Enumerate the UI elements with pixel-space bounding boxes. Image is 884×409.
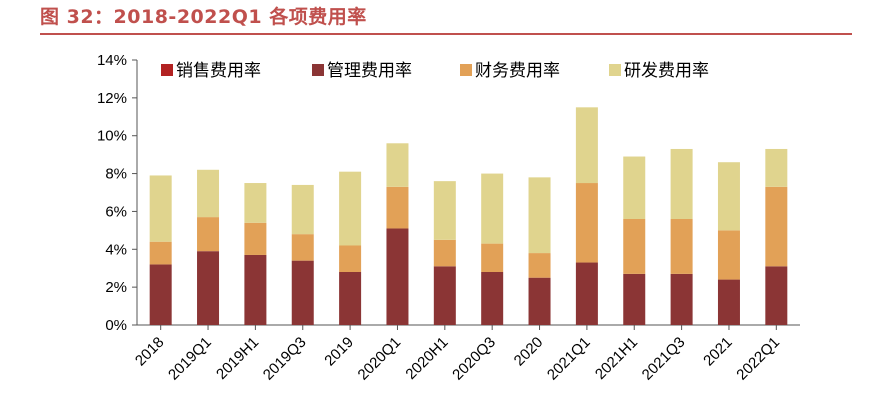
bar-segment-2021H1-series-1 [623, 273, 646, 325]
y-tick-label: 2% [105, 279, 127, 296]
legend-swatch-3 [609, 64, 621, 76]
bar-segment-2021Q3-series-2 [670, 219, 693, 274]
legend-label-0: 销售费用率 [176, 61, 261, 81]
y-tick-label: 12% [97, 90, 127, 107]
x-tick-label: 2020 [511, 334, 547, 370]
bar-segment-2020Q3-series-2 [481, 243, 504, 272]
bar-segment-2018-series-3 [149, 175, 172, 242]
bar-segment-2022Q1-series-1 [765, 266, 788, 325]
legend-label-1: 管理费用率 [327, 61, 412, 81]
bar-segment-2022Q1-series-2 [765, 186, 788, 267]
x-tick-label: 2018 [132, 334, 168, 370]
bar-segment-2020H1-series-2 [433, 239, 456, 267]
bar-segment-2020H1-series-3 [433, 181, 456, 240]
bar-segment-2020Q3-series-1 [481, 272, 504, 325]
bar-segment-2019Q1-series-2 [197, 217, 220, 252]
bar-segment-2020Q1-series-1 [386, 228, 409, 325]
x-tick-label: 2019H1 [213, 334, 262, 383]
y-tick-label: 0% [105, 317, 127, 334]
bar-segment-2019H1-series-3 [244, 183, 267, 223]
x-tick-label: 2022Q1 [733, 334, 783, 384]
bar-segment-2019Q1-series-1 [197, 251, 220, 325]
y-tick-label: 6% [105, 203, 127, 220]
bar-segment-2020Q1-series-2 [386, 186, 409, 229]
bar-segment-2019-series-3 [339, 171, 362, 246]
bar-segment-2021-series-1 [717, 279, 740, 325]
bar-segment-2020-series-1 [528, 277, 551, 325]
bar-segment-2020-series-3 [528, 177, 551, 254]
bar-segment-2020Q3-series-3 [481, 173, 504, 244]
x-tick-label: 2019Q3 [260, 334, 310, 384]
legend-label-2: 财务费用率 [475, 61, 560, 81]
bar-segment-2019H1-series-2 [244, 222, 267, 255]
legend-swatch-0 [161, 64, 173, 76]
bar-segment-2021-series-2 [717, 230, 740, 280]
bar-segment-2020-series-2 [528, 253, 551, 278]
bar-segment-2021Q1-series-2 [575, 183, 598, 263]
x-tick-label: 2020Q1 [355, 334, 405, 384]
bar-segment-2021Q1-series-1 [575, 262, 598, 325]
y-tick-label: 14% [97, 52, 127, 69]
bar-segment-2018-series-1 [149, 264, 172, 325]
x-tick-label: 2021 [700, 334, 736, 370]
legend-label-3: 研发费用率 [624, 61, 709, 81]
bar-segment-2021H1-series-3 [623, 156, 646, 219]
y-tick-label: 4% [105, 241, 127, 258]
bar-segment-2019H1-series-1 [244, 254, 267, 325]
figure-title: 图 32：2018-2022Q1 各项费用率 [40, 6, 367, 28]
bar-segment-2018-series-2 [149, 241, 172, 265]
bar-segment-2019-series-1 [339, 272, 362, 325]
bar-segment-2019-series-2 [339, 245, 362, 272]
y-tick-label: 10% [97, 128, 127, 145]
bar-segment-2021Q1-series-3 [575, 107, 598, 184]
bar-segment-2019Q3-series-3 [291, 184, 314, 235]
bar-segment-2021-series-3 [717, 162, 740, 231]
bar-segment-2021Q3-series-3 [670, 148, 693, 219]
x-tick-label: 2020Q3 [449, 334, 499, 384]
x-tick-label: 2021Q3 [639, 334, 689, 384]
legend-swatch-2 [460, 64, 472, 76]
x-tick-label: 2021H1 [592, 334, 641, 383]
title-rule [40, 33, 852, 35]
bar-segment-2021H1-series-2 [623, 219, 646, 274]
x-tick-label: 2020H1 [402, 334, 451, 383]
x-tick-label: 2019Q1 [165, 334, 215, 384]
bar-segment-2020Q1-series-3 [386, 143, 409, 187]
bar-segment-2022Q1-series-3 [765, 148, 788, 187]
bar-segment-2019Q1-series-3 [197, 169, 220, 218]
bar-segment-2021Q3-series-1 [670, 273, 693, 325]
bar-segment-2020H1-series-1 [433, 266, 456, 325]
x-tick-label: 2021Q1 [544, 334, 594, 384]
legend-swatch-1 [312, 64, 324, 76]
bar-segment-2019Q3-series-1 [291, 260, 314, 325]
x-tick-label: 2019 [321, 334, 357, 370]
y-tick-label: 8% [105, 166, 127, 183]
bar-segment-2019Q3-series-2 [291, 234, 314, 261]
